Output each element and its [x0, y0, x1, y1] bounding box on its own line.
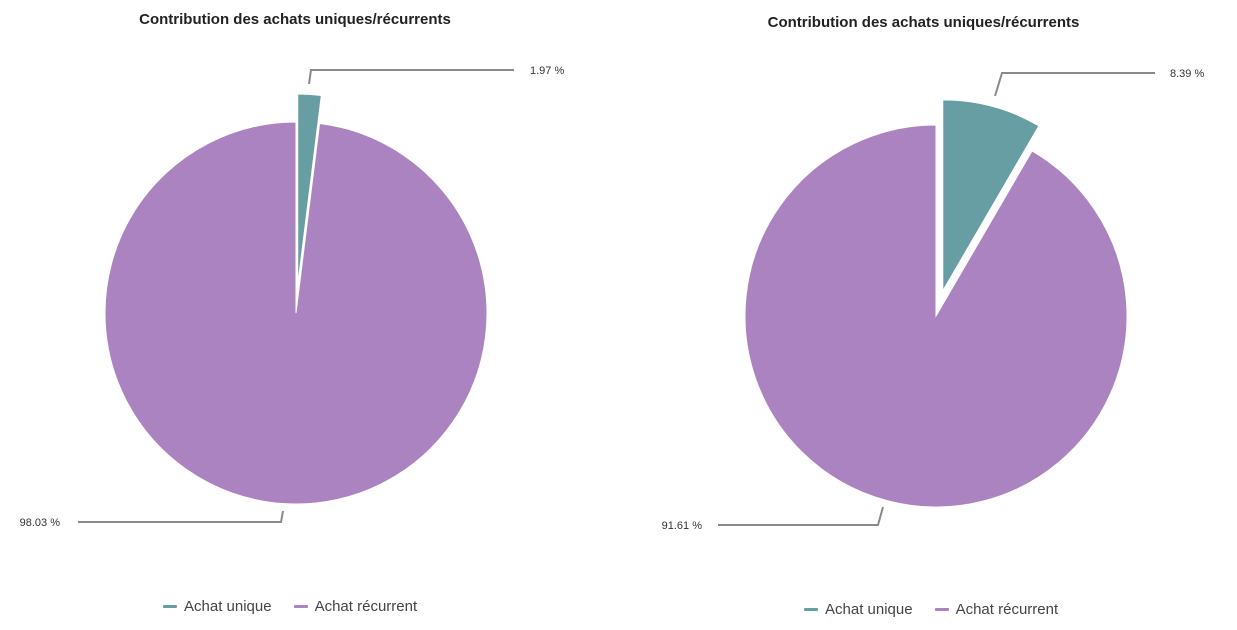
data-label: 8.39 % [1170, 68, 1204, 80]
leader-line [718, 506, 884, 526]
legend-item-achat-unique[interactable]: Achat unique [804, 601, 913, 618]
legend-swatch-icon [804, 608, 818, 611]
pie-slice-achat-unique[interactable] [942, 99, 1040, 293]
pie-slice-achat-r-current[interactable] [104, 121, 488, 505]
pie-slice-achat-unique[interactable] [297, 93, 322, 286]
data-label: 91.61 % [662, 520, 703, 532]
data-label: 1.97 % [530, 65, 564, 77]
leader-line [994, 72, 1155, 97]
leader-line [78, 510, 284, 523]
chart-legend: Achat unique Achat récurrent [804, 601, 1058, 618]
pie-chart-left: 1.97 % 98.03 % [20, 65, 565, 529]
legend-label: Achat unique [825, 601, 913, 618]
legend-swatch-icon [934, 608, 949, 611]
data-label: 98.03 % [20, 517, 61, 529]
pie-slice-achat-r-current[interactable] [744, 124, 1128, 508]
legend-label: Achat récurrent [955, 601, 1059, 618]
pie-chart-panel-right: Contribution des achats uniques/récurren… [640, 0, 1237, 630]
chart-title: Contribution des achats uniques/récurren… [767, 14, 1080, 31]
legend-item-achat-recurrent[interactable]: Achat récurrent [934, 601, 1059, 618]
pie-chart-right: 8.39 % 91.61 % [662, 68, 1205, 532]
legend-label: Achat récurrent [314, 598, 418, 615]
legend-label: Achat unique [184, 598, 272, 615]
legend-item-achat-recurrent[interactable]: Achat récurrent [293, 598, 418, 615]
chart-legend: Achat unique Achat récurrent [163, 598, 417, 615]
chart-title: Contribution des achats uniques/récurren… [139, 11, 451, 28]
legend-item-achat-unique[interactable]: Achat unique [163, 598, 272, 615]
legend-swatch-icon [163, 605, 177, 608]
pie-chart-panel-left: Contribution des achats uniques/récurren… [0, 0, 610, 630]
leader-line [308, 69, 514, 85]
legend-swatch-icon [293, 605, 308, 608]
